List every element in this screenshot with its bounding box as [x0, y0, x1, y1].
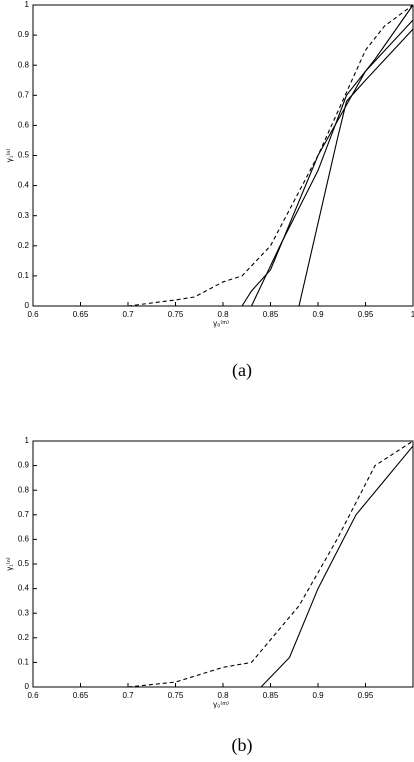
data-line [260, 445, 414, 688]
y-tick-label: 0.6 [18, 121, 30, 130]
y-tick-label: 0.8 [18, 485, 30, 494]
plot-frame [32, 4, 414, 307]
data-line [298, 28, 414, 307]
x-tick-label: 0.95 [358, 691, 374, 700]
x-tick-label: 0.6 [27, 310, 39, 319]
data-line [127, 440, 414, 688]
y-tick-label: 1 [25, 436, 30, 445]
y-tick-label: 0.2 [18, 241, 30, 250]
x-tick-label: 0.65 [73, 691, 89, 700]
y-axis-label: γ₁⁽ⁿ⁾ [5, 557, 14, 571]
x-tick-label: 1 [411, 310, 414, 319]
y-tick-label: 0.4 [18, 584, 30, 593]
data-line [241, 19, 414, 307]
x-tick-label: 0.7 [122, 691, 134, 700]
x-tick-label: 0.9 [312, 310, 324, 319]
y-tick-label: 0.9 [18, 461, 30, 470]
y-tick-label: 0.4 [18, 181, 30, 190]
y-tick-label: 0.1 [18, 271, 30, 280]
y-axis-label: γ₁⁽ⁿ⁾ [5, 149, 14, 163]
plot-frame [32, 440, 414, 688]
x-tick-label: 0.9 [312, 691, 324, 700]
y-tick-label: 0 [25, 682, 30, 691]
x-tick-label: 0.8 [217, 310, 229, 319]
x-tick-label: 0.85 [263, 691, 279, 700]
x-tick-label: 0.65 [73, 310, 89, 319]
x-tick-label: 0.95 [358, 310, 374, 319]
x-tick-label: 0.75 [168, 691, 184, 700]
x-axis-label: γ₀⁽ᵐ⁾ [213, 319, 229, 328]
x-tick-label: 0.85 [263, 310, 279, 319]
x-tick-label: 0.8 [217, 691, 229, 700]
x-axis-label: γ₀⁽ᵐ⁾ [213, 700, 229, 709]
y-tick-label: 0.6 [18, 535, 30, 544]
y-tick-label: 0.3 [18, 608, 30, 617]
y-tick-label: 0.8 [18, 60, 30, 69]
y-tick-label: 0.2 [18, 633, 30, 642]
y-tick-label: 0 [25, 301, 30, 310]
y-tick-label: 0.7 [18, 510, 30, 519]
y-tick-label: 0.5 [18, 559, 30, 568]
y-tick-label: 0.1 [18, 658, 30, 667]
y-tick-label: 0.5 [18, 151, 30, 160]
y-tick-label: 1 [25, 0, 30, 9]
data-line [251, 4, 414, 307]
y-tick-label: 0.3 [18, 211, 30, 220]
caption: (b) [232, 735, 253, 756]
data-line [127, 4, 414, 307]
y-tick-label: 0.9 [18, 30, 30, 39]
y-tick-label: 0.7 [18, 90, 30, 99]
caption: (a) [232, 360, 252, 381]
x-tick-label: 0.7 [122, 310, 134, 319]
x-tick-label: 0.6 [27, 691, 39, 700]
x-tick-label: 0.75 [168, 310, 184, 319]
